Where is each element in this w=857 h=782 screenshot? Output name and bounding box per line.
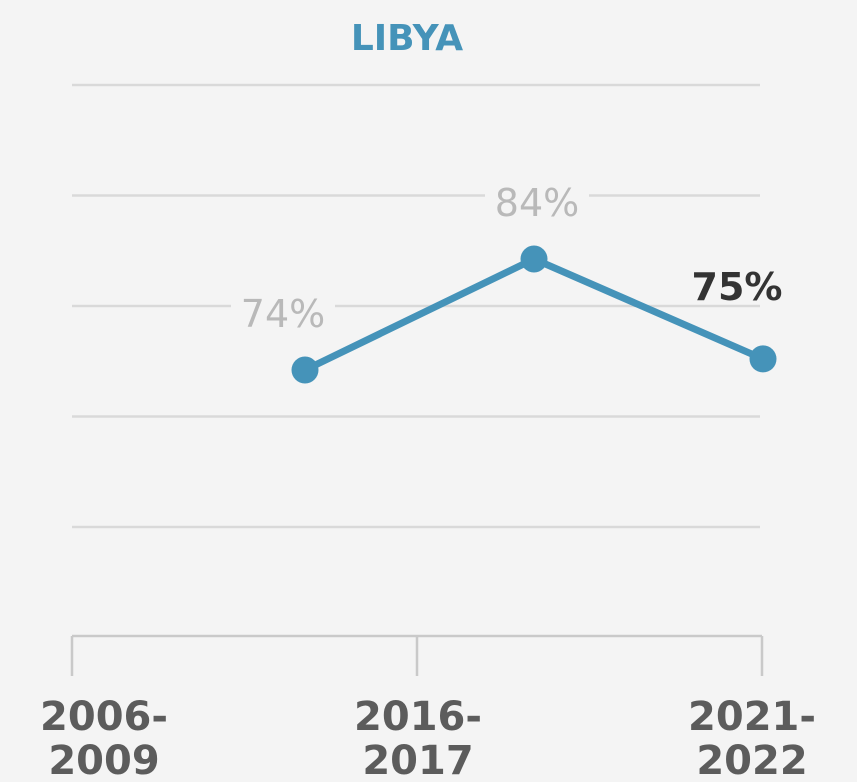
x-tick-label-line: 2006- <box>40 694 168 740</box>
x-tick-label-line: 2022 <box>696 738 807 782</box>
data-label: 84% <box>495 181 579 225</box>
data-point <box>291 356 319 384</box>
data-label-background <box>485 180 589 226</box>
x-tick-label-line: 2016- <box>354 694 482 740</box>
series-line: 74% 84% 75% <box>231 180 783 384</box>
x-tick-label-line: 2017 <box>362 738 473 782</box>
x-axis: 2006-2009 2016-2017 2021-2022 <box>40 634 816 782</box>
x-tick-label: 2006-2009 <box>40 694 168 782</box>
data-label-background <box>231 291 335 337</box>
x-tick-label: 2016-2017 <box>354 694 482 782</box>
x-tick-label-line: 2009 <box>48 738 159 782</box>
gridlines <box>72 83 760 529</box>
chart-title: LIBYA <box>351 18 463 59</box>
data-point <box>749 345 777 373</box>
x-tick-label: 2021-2022 <box>688 694 816 782</box>
x-tick-label-line: 2021- <box>688 694 816 740</box>
data-label: 74% <box>241 292 325 336</box>
data-point <box>520 245 548 273</box>
data-label: 75% <box>692 265 783 309</box>
